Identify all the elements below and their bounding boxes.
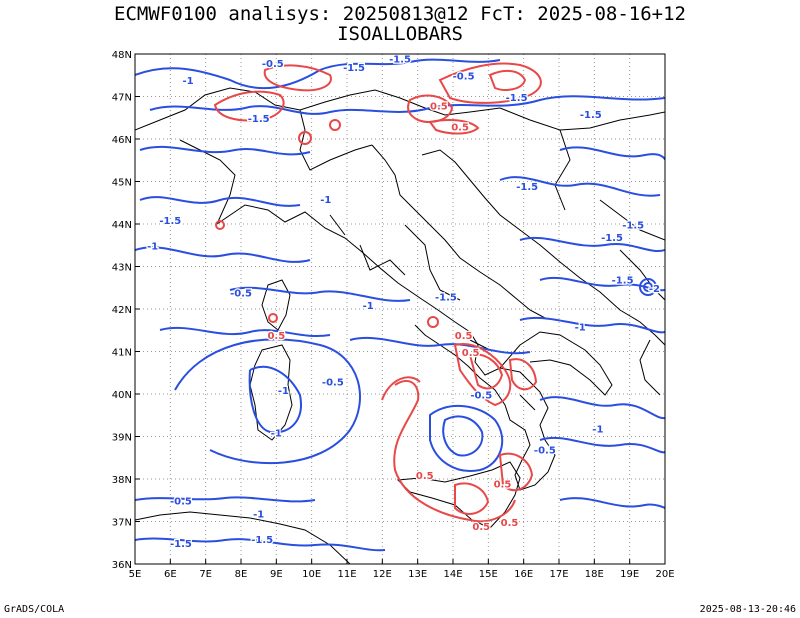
lat-tick-label: 43N bbox=[112, 263, 132, 274]
border-regions bbox=[329, 214, 536, 411]
contour-label: -0.5 bbox=[453, 72, 475, 83]
contour-label: 0.5 bbox=[451, 123, 469, 134]
coast-adriatic bbox=[371, 144, 665, 346]
lat-tick-label: 45N bbox=[112, 178, 132, 189]
coast-italy bbox=[216, 204, 613, 491]
lon-tick-label: 16E bbox=[514, 569, 533, 580]
lon-tick-label: 13E bbox=[408, 569, 427, 580]
contour-label: -0.5 bbox=[322, 378, 344, 389]
contour-label: -1.5 bbox=[343, 63, 365, 74]
map-subtitle: ISOALLOBARS bbox=[337, 23, 463, 45]
software-credit: GrADS/COLA bbox=[4, 604, 65, 615]
contour-label: 0.5 bbox=[455, 331, 473, 342]
lon-tick-label: 15E bbox=[479, 569, 498, 580]
lon-tick-label: 17E bbox=[549, 569, 568, 580]
contour-label: -1 bbox=[363, 301, 374, 312]
contour-label: -1 bbox=[253, 509, 264, 520]
contour-label: -1.5 bbox=[170, 539, 192, 550]
contour-label: -1 bbox=[575, 322, 586, 333]
contour-label: -1.5 bbox=[622, 220, 644, 231]
contour-label: -1 bbox=[182, 76, 193, 87]
contour-label: -1.5 bbox=[435, 293, 457, 304]
contour-label: -1.5 bbox=[389, 55, 411, 66]
lat-tick-label: 37N bbox=[112, 518, 132, 529]
lon-tick-label: 5E bbox=[129, 569, 142, 580]
coast-corsica bbox=[261, 279, 291, 331]
longitude-tick-labels: 5E 6E 7E 8E 9E 10E 11E 12E 13E 14E 15E 16E 17E 18E 19E… bbox=[129, 559, 675, 580]
contour-label: -0.5 bbox=[534, 446, 556, 457]
contour-label: 0.5 bbox=[462, 348, 480, 359]
lon-tick-label: 11E bbox=[337, 569, 356, 580]
contour-label: -1 bbox=[320, 195, 331, 206]
contour-label: -2 bbox=[649, 284, 660, 295]
coastlines bbox=[135, 87, 665, 564]
contour-label: 0.5 bbox=[267, 331, 285, 342]
lon-tick-label: 9E bbox=[270, 569, 283, 580]
lat-tick-label: 46N bbox=[112, 135, 132, 146]
lon-tick-label: 8E bbox=[235, 569, 248, 580]
lon-tick-label: 14E bbox=[443, 569, 462, 580]
border-balkans bbox=[499, 107, 665, 396]
contour-label: -0.5 bbox=[230, 288, 252, 299]
lat-tick-label: 38N bbox=[112, 475, 132, 486]
contour-label: -1.5 bbox=[159, 216, 181, 227]
contour-label: -1.5 bbox=[601, 233, 623, 244]
negative-isoallobars bbox=[135, 58, 665, 552]
lat-tick-label: 36N bbox=[112, 560, 132, 571]
lon-tick-label: 6E bbox=[164, 569, 177, 580]
contour-labels: -0.5 -1 -1.5 -1.5 -0.5 0.5 -1.5 -1.5 -1.5 0.5 -1 -1… bbox=[146, 54, 661, 551]
contour-label: 0.5 bbox=[501, 518, 519, 529]
contour-label: -1.5 bbox=[251, 535, 273, 546]
lon-tick-label: 19E bbox=[620, 569, 639, 580]
contour-label: -1.5 bbox=[506, 93, 528, 104]
latitude-tick-labels: 36N 37N 38N 39N 40N 41N 42N 43N 44N 45N 46N 47N 48N bbox=[112, 50, 140, 571]
contour-label: 0.5 bbox=[430, 101, 448, 112]
lon-tick-label: 7E bbox=[199, 569, 212, 580]
contour-label: -1 bbox=[147, 242, 158, 253]
lon-tick-label: 20E bbox=[655, 569, 674, 580]
border-alps bbox=[135, 87, 501, 225]
contour-label: 0.5 bbox=[472, 522, 490, 533]
lon-tick-label: 10E bbox=[302, 569, 321, 580]
coast-sicily bbox=[396, 461, 521, 529]
contour-label: -1.5 bbox=[612, 276, 634, 287]
contour-label: -1 bbox=[278, 386, 289, 397]
contour-label: -1 bbox=[271, 429, 282, 440]
generation-timestamp: 2025-08-13-20:46 bbox=[699, 604, 796, 615]
lon-tick-label: 12E bbox=[373, 569, 392, 580]
contour-label: -1 bbox=[592, 424, 603, 435]
lat-tick-label: 42N bbox=[112, 305, 132, 316]
lat-tick-label: 40N bbox=[112, 390, 132, 401]
lat-tick-label: 44N bbox=[112, 220, 132, 231]
contour-label: -0.5 bbox=[470, 390, 492, 401]
contour-label: -1.5 bbox=[580, 110, 602, 121]
lat-tick-label: 39N bbox=[112, 433, 132, 444]
contour-label: -1.5 bbox=[516, 182, 538, 193]
lat-tick-label: 41N bbox=[112, 348, 132, 359]
lat-tick-label: 47N bbox=[112, 93, 132, 104]
contour-label: -0.5 bbox=[262, 59, 284, 70]
contour-label: -0.5 bbox=[170, 497, 192, 508]
positive-isoallobars bbox=[213, 62, 542, 523]
contour-label: 0.5 bbox=[416, 471, 434, 482]
lat-tick-label: 48N bbox=[112, 50, 132, 61]
contour-label: 0.5 bbox=[494, 480, 512, 491]
map-title: ECMWF0100 analisys: 20250813@12 FcT: 202… bbox=[114, 3, 686, 25]
lat-lon-grid bbox=[135, 54, 665, 564]
coast-africa bbox=[135, 511, 351, 564]
lon-tick-label: 18E bbox=[585, 569, 604, 580]
contour-label: -1.5 bbox=[248, 114, 270, 125]
